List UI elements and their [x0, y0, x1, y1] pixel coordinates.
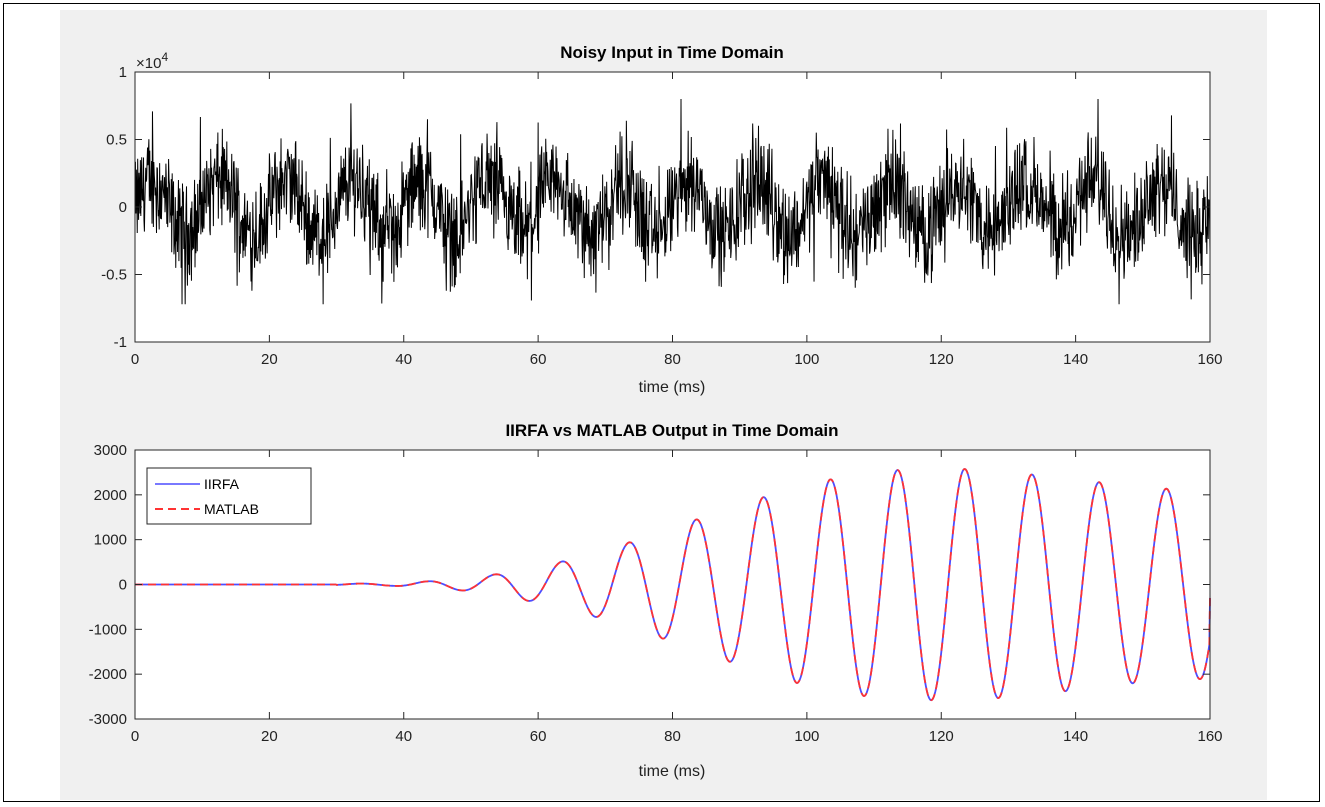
output-plot: 0 20 40 60 80 100 120 140 160 3000 2000 1000 0 -1000… [89, 421, 1223, 780]
input-x-tick-label: 120 [929, 351, 954, 368]
output-x-tick-label: 100 [794, 728, 819, 745]
output-series [135, 468, 1211, 702]
legend-box [146, 467, 312, 525]
output-x-tick-label: 0 [131, 728, 139, 745]
output-y-tick-label: 2000 [94, 487, 127, 504]
output-chart-title: IIRFA vs MATLAB Output in Time Domain [505, 421, 838, 440]
input-x-tick-label: 80 [664, 351, 681, 368]
input-y-tick-label: 0.5 [106, 132, 127, 149]
output-x-tick-label: 60 [530, 728, 547, 745]
legend-label-matlab: MATLAB [204, 501, 259, 517]
input-y-tick-label: -1 [114, 334, 127, 351]
input-signal-line [134, 98, 1211, 305]
output-x-tick-label: 40 [395, 728, 412, 745]
input-x-tick-label: 140 [1063, 351, 1088, 368]
legend-label-iirfa: IIRFA [204, 476, 240, 492]
output-y-tick-label: 3000 [94, 442, 127, 459]
input-x-ticks: 0 20 40 60 80 100 120 140 160 [131, 72, 1223, 368]
input-x-tick-label: 20 [261, 351, 278, 368]
input-y-exponent-base: ×10 [136, 55, 161, 72]
input-y-exponent-power: 4 [161, 50, 168, 64]
output-y-tick-label: 1000 [94, 532, 127, 549]
output-x-ticks: 0 20 40 60 80 100 120 140 160 [131, 450, 1223, 745]
output-x-tick-label: 160 [1197, 728, 1222, 745]
output-y-tick-label: 0 [119, 577, 127, 594]
input-y-exponent: ×104 [136, 50, 168, 72]
input-chart-title: Noisy Input in Time Domain [560, 43, 784, 62]
input-x-tick-label: 160 [1197, 351, 1222, 368]
output-y-ticks: 3000 2000 1000 0 -1000 -2000 -3000 [89, 442, 1210, 728]
input-y-tick-label: 0 [119, 199, 127, 216]
output-x-tick-label: 140 [1063, 728, 1088, 745]
input-y-ticks: 1 0.5 0 -0.5 -1 [101, 64, 1210, 351]
input-y-tick-label: 1 [119, 64, 127, 81]
input-x-tick-label: 0 [131, 351, 139, 368]
output-x-tick-label: 20 [261, 728, 278, 745]
figure-svg: 0 20 40 60 80 100 120 140 160 10.50-0.5-1 Noisy … [89, 43, 1223, 780]
output-x-tick-label: 80 [664, 728, 681, 745]
output-x-tick-label: 120 [929, 728, 954, 745]
input-x-axis-label: time (ms) [639, 379, 706, 396]
legend: IIRFA MATLAB [146, 467, 312, 525]
series-matlab-line [135, 468, 1211, 702]
output-y-tick-label: -3000 [89, 711, 127, 728]
figure-canvas: 0 20 40 60 80 100 120 140 160 1 0.5 0 -0.5 -1 Noisy … [60, 10, 1267, 800]
output-x-axis-label: time (ms) [639, 763, 706, 780]
input-x-tick-label: 40 [395, 351, 412, 368]
input-plot: 0 20 40 60 80 100 120 140 160 1 0.5 0 -0.5 -1 Noisy … [101, 43, 1222, 396]
input-y-tick-label: -0.5 [101, 267, 127, 284]
input-x-tick-label: 60 [530, 351, 547, 368]
output-y-tick-label: -1000 [89, 621, 127, 638]
input-x-tick-label: 100 [794, 351, 819, 368]
output-y-tick-label: -2000 [89, 666, 127, 683]
input-signal-series [134, 98, 1211, 305]
